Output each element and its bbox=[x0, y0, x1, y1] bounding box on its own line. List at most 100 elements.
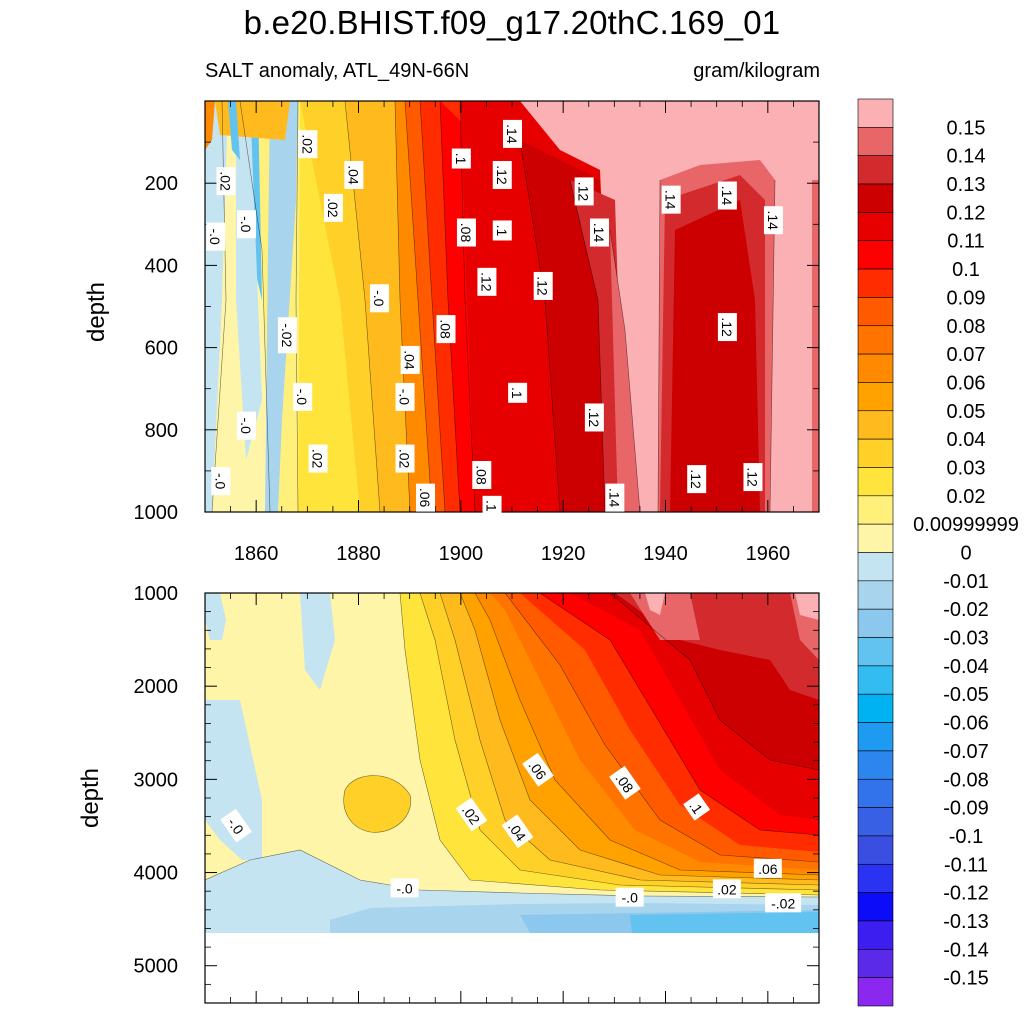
colorbar-swatch bbox=[857, 552, 894, 582]
contour-label: .14 bbox=[763, 206, 783, 235]
contour-label-text: .14 bbox=[504, 124, 520, 144]
colorbar-swatch bbox=[857, 608, 894, 638]
contour-label: .12 bbox=[533, 271, 553, 300]
colorbar-swatch bbox=[857, 438, 894, 468]
colorbar-swatch bbox=[857, 127, 894, 156]
contour-fill bbox=[205, 593, 226, 640]
y-tick-label: 1000 bbox=[134, 502, 179, 524]
contour-label: -.0 bbox=[211, 467, 231, 496]
contour-label: -.02 bbox=[765, 893, 802, 913]
contour-label-text: .1 bbox=[453, 153, 469, 165]
contour-label-text: -.0 bbox=[207, 228, 223, 245]
contour-label-text: -.0 bbox=[397, 389, 413, 406]
contour-label-box bbox=[308, 444, 328, 473]
contour-label-text: -.0 bbox=[371, 290, 387, 307]
colorbar-label: -0.1 bbox=[949, 826, 983, 848]
x-tick-label: 1860 bbox=[234, 543, 279, 565]
colorbar-label: 0.1 bbox=[952, 259, 980, 281]
contour-label-box bbox=[298, 130, 318, 159]
contour-label-text: .02 bbox=[397, 449, 413, 469]
contour-label-text: .08 bbox=[458, 223, 474, 243]
contour-label: -.0 bbox=[293, 382, 313, 411]
contour-label: .02 bbox=[712, 879, 741, 899]
contour-labels: .02.04.02-.0-.0.02.1.14.12.12.08.1.14.14… bbox=[206, 119, 802, 913]
contour-fill bbox=[812, 180, 819, 512]
contour-fill bbox=[228, 101, 240, 160]
contour-label-text: .08 bbox=[473, 465, 489, 485]
colorbar-swatch bbox=[857, 722, 894, 752]
contour-label-box bbox=[687, 465, 707, 494]
contour-fill bbox=[205, 700, 262, 860]
contour-label-box bbox=[503, 119, 522, 148]
contour-label-text: .02 bbox=[717, 881, 737, 897]
colorbar-label: 0.04 bbox=[947, 429, 986, 451]
contour-label: -.0 bbox=[369, 284, 389, 313]
contour-label-box bbox=[605, 483, 625, 512]
contour-label: -.0 bbox=[220, 808, 252, 843]
contour-label: .08 bbox=[436, 315, 456, 344]
contour-label-box bbox=[369, 284, 389, 313]
contour-label-box bbox=[609, 765, 641, 800]
contour-label: .14 bbox=[589, 218, 609, 247]
colorbar-label: 0.12 bbox=[947, 202, 986, 224]
colorbar-swatch bbox=[857, 580, 894, 610]
contour-label: .1 bbox=[451, 148, 471, 169]
colorbar-label: -0.02 bbox=[943, 599, 989, 621]
colorbar-swatch bbox=[857, 807, 894, 837]
axes: 1860 1880 1900 1920 1940 1960 200 400 600 800 1000… bbox=[134, 101, 820, 1003]
contour-label-text: .14 bbox=[663, 190, 679, 210]
contour-label-box bbox=[416, 483, 436, 512]
colorbar-label: 0.13 bbox=[947, 174, 986, 196]
contour-fill bbox=[265, 101, 298, 512]
colorbar-swatch bbox=[857, 920, 894, 950]
contour-label-box bbox=[522, 752, 554, 787]
contour-fill bbox=[343, 775, 411, 833]
contour-label-box bbox=[455, 797, 488, 832]
contour-label: .14 bbox=[717, 181, 737, 210]
upper-y-axis-label: depth bbox=[83, 282, 110, 342]
colorbar-label: 0.02 bbox=[947, 486, 986, 508]
contour-label: .12 bbox=[743, 463, 763, 492]
contour-label-box bbox=[589, 218, 609, 247]
colorbar-label: -0.11 bbox=[944, 854, 988, 876]
contour-label-text: -.0 bbox=[224, 815, 247, 838]
contour-line bbox=[474, 593, 819, 876]
contour-label-text: .14 bbox=[765, 210, 781, 230]
lower-panel-field bbox=[205, 593, 819, 933]
contour-label: .1 bbox=[482, 495, 502, 516]
contour-label-box bbox=[456, 218, 476, 247]
x-tick-label: 1960 bbox=[746, 543, 791, 565]
colorbar-label: -0.01 bbox=[943, 571, 989, 593]
contour-fill bbox=[795, 593, 819, 620]
x-tick-label: 1900 bbox=[439, 543, 484, 565]
y-tick-label: 3000 bbox=[134, 769, 179, 791]
colorbar-swatch bbox=[857, 949, 894, 978]
contour-label-text: .02 bbox=[310, 449, 326, 469]
contour-label-box bbox=[492, 160, 512, 189]
y-tick-label: 4000 bbox=[134, 863, 179, 885]
contour-label: .02 bbox=[308, 444, 328, 473]
contour-label: -.0 bbox=[395, 382, 415, 411]
chart-title: b.e20.BHIST.f09_g17.20thC.169_01 bbox=[243, 4, 781, 41]
contour-label-text: -.0 bbox=[294, 389, 310, 406]
y-tick-label: 2000 bbox=[134, 676, 179, 698]
contour-line bbox=[439, 101, 461, 512]
contour-label: .1 bbox=[492, 220, 512, 241]
contour-label-box bbox=[216, 167, 236, 196]
y-tick-label: 600 bbox=[145, 338, 178, 360]
contour-label-box bbox=[501, 814, 534, 849]
contour-label: .08 bbox=[472, 461, 492, 490]
chart-subtitle-right: gram/kilogram bbox=[693, 60, 820, 82]
contour-fill bbox=[300, 593, 335, 690]
contour-label-text: .1 bbox=[509, 387, 525, 399]
colorbar-label: -0.15 bbox=[943, 968, 989, 990]
colorbar-swatch bbox=[857, 495, 894, 525]
contour-label-text: .12 bbox=[719, 317, 735, 337]
colorbar-swatch bbox=[857, 835, 894, 865]
contour-label: .12 bbox=[687, 465, 707, 494]
colorbar-swatch bbox=[857, 297, 894, 327]
colorbar-swatch bbox=[857, 382, 894, 412]
contour-fill bbox=[205, 101, 228, 512]
contour-label-box bbox=[436, 315, 456, 344]
